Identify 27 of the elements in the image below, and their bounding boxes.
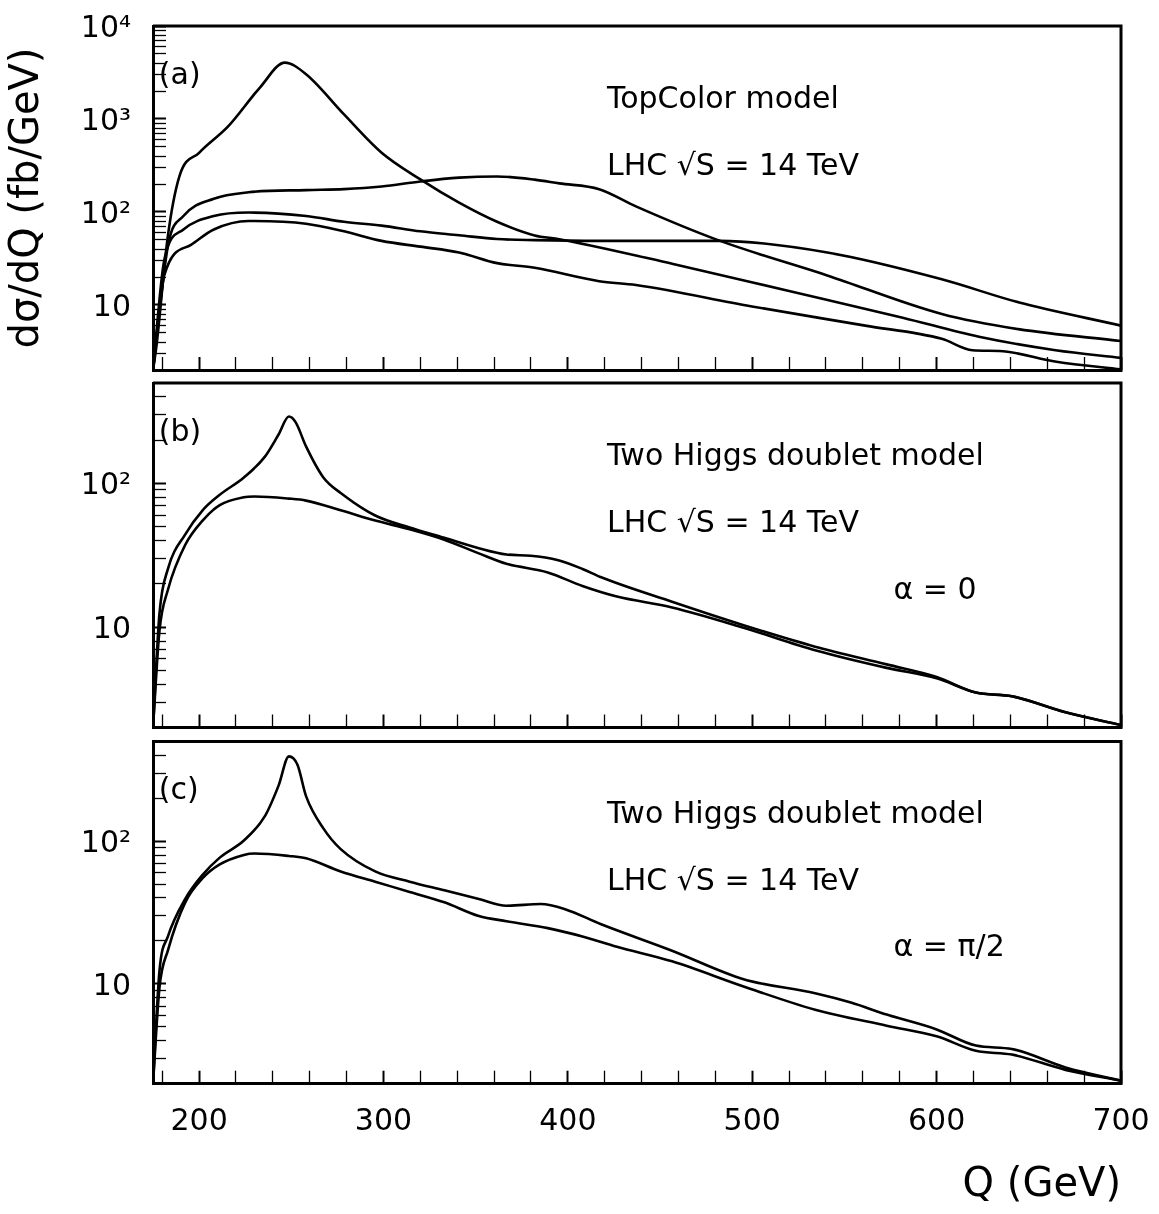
annotation: TopColor model [605,79,839,115]
y-tick-label: 10³ [80,102,131,137]
x-tick-label: 200 [170,1102,228,1138]
y-tick-label: 10² [80,824,131,860]
annotation: Two Higgs doublet model [605,794,984,830]
y-tick-label: 10² [80,466,131,502]
y-tick-label: 10² [80,195,131,230]
x-tick-label: 700 [1092,1102,1150,1138]
annotation: LHC √S = 14 TeV [606,504,860,540]
annotation: α = π/2 [893,928,1005,964]
y-tick-label: 10 [92,966,131,1002]
y-tick-label: 10⁴ [80,9,131,44]
y-tick-label: 10 [92,610,131,646]
x-tick-label: 400 [539,1102,597,1138]
annotation: (c) [158,770,199,806]
x-tick-label: 600 [907,1102,966,1138]
y-axis-title: dσ/dQ (fb/GeV) [1,47,48,349]
annotation: LHC √S = 14 TeV [606,146,860,182]
annotation: Two Higgs doublet model [605,436,984,472]
annotation: (a) [158,55,201,91]
annotation: α = 0 [893,571,977,607]
y-tick-label: 10 [92,288,131,323]
x-tick-label: 500 [723,1102,781,1138]
x-tick-label: 300 [354,1102,413,1138]
annotation: LHC √S = 14 TeV [606,861,860,897]
x-axis-title: Q (GeV) [962,1159,1121,1206]
annotation: (b) [158,412,202,448]
